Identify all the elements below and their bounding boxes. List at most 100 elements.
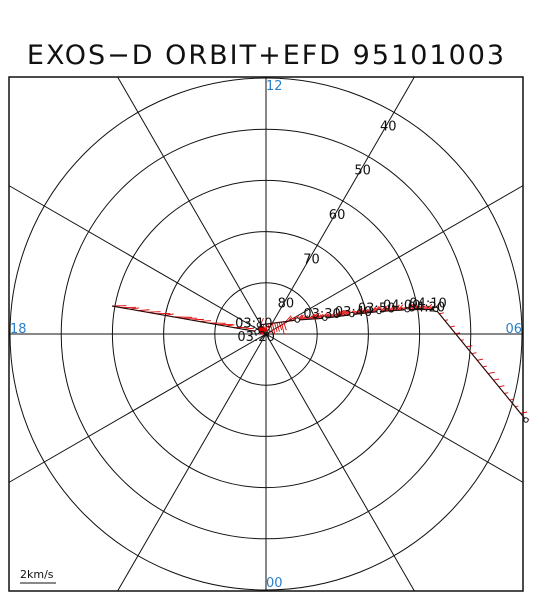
spoke-2 xyxy=(265,333,415,592)
efd-vector xyxy=(303,315,309,320)
efd-vector xyxy=(274,322,278,333)
mlt-label-06: 06 xyxy=(505,322,522,337)
efd-vector xyxy=(426,303,433,310)
efd-vector xyxy=(373,305,380,313)
orbit-line xyxy=(111,305,527,421)
efd-vector xyxy=(269,323,273,332)
efd-vector xyxy=(397,304,404,311)
efd-vector xyxy=(388,305,395,312)
efd-vector xyxy=(365,307,371,314)
efd-vector xyxy=(283,321,287,331)
efd-vector xyxy=(360,307,367,314)
efd-vector xyxy=(493,378,500,381)
efd-vector xyxy=(482,365,487,368)
efd-vector xyxy=(417,305,423,310)
orbit-marker-0320 xyxy=(256,322,263,328)
time-label-0420: 04:20 xyxy=(408,300,445,315)
efd-vector xyxy=(320,314,325,319)
efd-vector xyxy=(367,308,372,314)
efd-vector xyxy=(344,310,350,316)
latitude-labels: 80 70 60 50 40 xyxy=(278,119,397,311)
efd-vector xyxy=(311,313,318,320)
efd-vector xyxy=(265,323,269,335)
efd-vector xyxy=(471,352,477,355)
efd-vector xyxy=(339,309,346,317)
efd-vector xyxy=(421,305,426,310)
spoke-14 xyxy=(117,76,267,335)
efd-vector xyxy=(257,328,266,334)
orbit-marker-0350 xyxy=(349,311,355,318)
orbit-marker-0310 xyxy=(254,329,260,335)
efd-vector xyxy=(276,322,280,332)
orbit-marker-0410 xyxy=(404,307,410,313)
lat-label-60: 60 xyxy=(329,208,346,223)
efd-vector xyxy=(329,311,336,318)
efd-vector xyxy=(262,324,267,333)
efd-vector xyxy=(341,309,347,317)
time-label-0330: 03:30 xyxy=(303,307,340,322)
efd-vector xyxy=(382,305,389,312)
efd-vector xyxy=(354,309,359,315)
efd-vector xyxy=(280,321,285,335)
orbit-marker-0400 xyxy=(376,308,382,315)
efd-vector xyxy=(318,314,324,319)
time-label-0350: 03:50 xyxy=(358,302,395,317)
efd-vector xyxy=(285,315,292,322)
time-label-0310: 03:10 xyxy=(235,317,272,332)
orbit-marker-0340 xyxy=(322,315,328,321)
efd-vector xyxy=(392,305,398,311)
time-label-0320: 03:20 xyxy=(237,330,274,345)
efd-vector xyxy=(271,323,276,335)
lat-label-40: 40 xyxy=(380,119,397,134)
mlt-label-12: 12 xyxy=(266,79,283,94)
orbit-end-marker xyxy=(523,417,529,423)
efd-vector xyxy=(267,323,271,333)
efd-vector xyxy=(334,311,341,318)
lat-label-70: 70 xyxy=(303,252,320,267)
efd-vector xyxy=(278,322,283,331)
scale-bar: 2km/s xyxy=(20,568,56,584)
efd-vector xyxy=(498,385,505,388)
efd-vector xyxy=(342,310,349,317)
efd-vector xyxy=(336,310,343,317)
efd-vector xyxy=(520,411,528,414)
efd-vector xyxy=(487,371,495,374)
efd-vector xyxy=(313,312,320,320)
efd-vector xyxy=(390,305,396,312)
mlt-labels: 12 18 06 00 xyxy=(10,79,522,591)
efd-vector xyxy=(509,398,515,401)
efd-vector xyxy=(370,305,377,313)
time-label-0340: 03:40 xyxy=(335,305,372,320)
orbit-track xyxy=(111,305,529,423)
efd-vector xyxy=(310,313,316,320)
scale-label: 2km/s xyxy=(20,568,54,581)
efd-vector xyxy=(393,304,400,311)
efd-vector xyxy=(450,325,456,328)
mlt-spokes xyxy=(8,76,524,592)
spoke-8 xyxy=(265,185,524,335)
spoke-22 xyxy=(117,333,267,592)
spoke-10 xyxy=(265,76,415,335)
efd-vector xyxy=(455,332,461,335)
spoke-16 xyxy=(8,185,267,335)
lat-label-80: 80 xyxy=(278,297,295,312)
efd-vector xyxy=(292,315,298,321)
mlt-label-18: 18 xyxy=(10,322,27,337)
time-label-0400: 04:00 xyxy=(383,299,420,314)
efd-vector xyxy=(409,303,416,311)
spoke-4 xyxy=(265,333,524,483)
efd-vector xyxy=(439,312,444,315)
spoke-20 xyxy=(8,333,267,483)
efd-vector xyxy=(357,308,363,315)
efd-vector xyxy=(346,310,351,316)
efd-vector xyxy=(372,307,377,313)
efd-vector xyxy=(316,314,322,320)
plot-title: EXOS−D ORBIT+EFD 95101003 xyxy=(26,40,507,71)
efd-vector xyxy=(466,345,473,348)
efd-vector xyxy=(338,309,345,317)
efd-track xyxy=(111,305,527,421)
efd-vector xyxy=(412,305,418,310)
orbit-marker-0330 xyxy=(294,317,301,323)
